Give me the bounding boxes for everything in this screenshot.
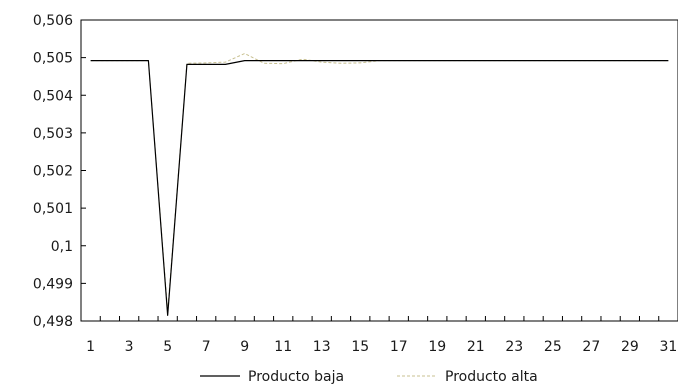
x-tick-label: 1 [86,339,95,355]
x-tick-label: 21 [467,339,485,355]
legend-label-producto-baja: Producto baja [248,369,344,385]
x-tick-label: 15 [351,339,369,355]
x-tick-label: 7 [202,339,211,355]
x-tick-label: 31 [659,339,677,355]
x-tick-label: 13 [313,339,331,355]
plot-area [80,19,678,322]
x-tick-label: 11 [274,339,292,355]
y-tick-label: 0,498 [33,314,73,330]
x-tick-label: 23 [505,339,523,355]
legend: Producto baja Producto alta [200,369,538,385]
x-tick-label: 9 [240,339,249,355]
y-tick-label: 0,502 [33,164,73,180]
x-tick-label: 27 [582,339,600,355]
y-tick-label: 0,501 [33,201,73,217]
x-tick-label: 5 [163,339,172,355]
series-layer [90,52,669,316]
y-tick-label: 0,504 [33,88,73,104]
y-tick-label: 0,1 [51,239,73,255]
y-tick-label: 0,499 [33,276,73,292]
y-axis: 0,498 0,499 0,1 0,501 0,502 0,503 0,504 0,505 0,… [33,13,86,330]
x-tick-label: 3 [125,339,134,355]
y-tick-label: 0,505 [33,51,73,67]
x-tick-label: 17 [390,339,408,355]
x-tick-label: 19 [428,339,446,355]
y-tick-label: 0,506 [33,13,73,29]
series-producto-baja [90,60,669,316]
legend-label-producto-alta: Producto alta [445,369,538,385]
y-tick-label: 0,503 [33,126,73,142]
x-tick-label: 29 [621,339,639,355]
x-tick-label: 25 [544,339,562,355]
x-axis: 1 3 5 7 9 11 13 15 17 19 21 23 25 27 29 31 [80,316,678,355]
